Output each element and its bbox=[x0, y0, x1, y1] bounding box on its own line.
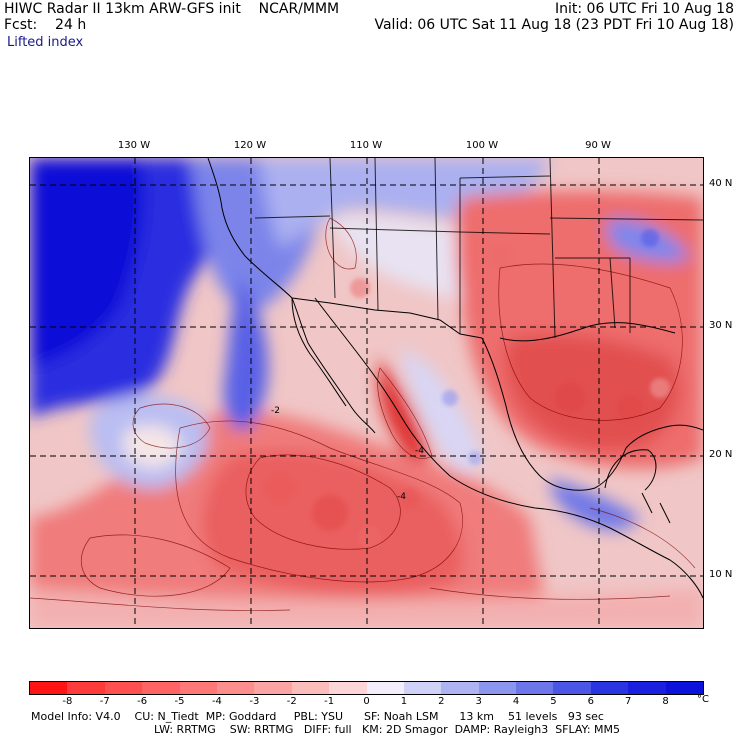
colorbar-segment bbox=[30, 682, 68, 694]
colorbar-segment bbox=[478, 682, 517, 694]
colorbar-tick-label: -7 bbox=[99, 696, 110, 707]
model-info-line2: LW: RRTMG SW: RRTMG DIFF: full KM: 2D Sm… bbox=[154, 723, 620, 736]
longitude-label-90w: 90 W bbox=[585, 140, 611, 151]
colorbar-tick-label: -3 bbox=[249, 696, 260, 707]
header-valid-time: Valid: 06 UTC Sat 11 Aug 18 (23 PDT Fri … bbox=[374, 17, 734, 33]
colorbar-tick-label: 6 bbox=[587, 696, 595, 707]
colorbar-segment bbox=[291, 682, 330, 694]
colorbar-segment bbox=[403, 682, 442, 694]
colorbar-tick-label: 8 bbox=[662, 696, 669, 707]
colorbar-segment bbox=[329, 682, 367, 694]
colorbar-segment bbox=[553, 682, 591, 694]
colorbar-tick-label: 1 bbox=[400, 696, 408, 707]
latitude-label-30n: 30 N bbox=[709, 320, 733, 331]
latitude-label-40n: 40 N bbox=[709, 178, 733, 189]
latitude-label-20n: 20 N bbox=[709, 449, 733, 460]
colorbar-tick-label: 3 bbox=[475, 696, 482, 707]
coastlines bbox=[207, 158, 703, 599]
colorbar-tick-label: 7 bbox=[625, 696, 632, 707]
colorbar-segment bbox=[104, 682, 143, 694]
colorbar-segment bbox=[142, 682, 180, 694]
colorbar-segment bbox=[366, 682, 404, 694]
colorbar-tick-label: 2 bbox=[438, 696, 445, 707]
colorbar-segment bbox=[179, 682, 217, 694]
header-init-time: Init: 06 UTC Fri 10 Aug 18 bbox=[554, 1, 734, 17]
contour-label: -2 bbox=[271, 406, 280, 416]
longitude-label-100w: 100 W bbox=[465, 140, 499, 151]
colorbar-segment bbox=[516, 682, 554, 694]
contour-label: -4 bbox=[415, 446, 424, 456]
header-model-title: HIWC Radar II 13km ARW-GFS init NCAR/MMM bbox=[4, 1, 340, 17]
longitude-label-110w: 110 W bbox=[349, 140, 383, 151]
colorbar bbox=[29, 681, 704, 695]
colorbar-tick-label: 0 bbox=[363, 696, 370, 707]
longitude-label-120w: 120 W bbox=[233, 140, 267, 151]
colorbar-tick-label: -6 bbox=[137, 696, 148, 707]
colorbar-tick-label: -8 bbox=[62, 696, 73, 707]
colorbar-unit: °C bbox=[697, 694, 709, 705]
colorbar-segment bbox=[254, 682, 292, 694]
colorbar-tick-label: -2 bbox=[286, 696, 297, 707]
colorbar-segment bbox=[628, 682, 666, 694]
header-forecast-hour: Fcst: 24 h bbox=[4, 17, 87, 33]
colorbar-tick-label: 4 bbox=[512, 696, 520, 707]
colorbar-segment bbox=[67, 682, 105, 694]
field-label: Lifted index bbox=[7, 35, 84, 50]
contour-label: -4 bbox=[397, 492, 406, 502]
colorbar-tick-label: -1 bbox=[324, 696, 335, 707]
contour-lines bbox=[30, 217, 696, 611]
longitude-label-130w: 130 W bbox=[117, 140, 151, 151]
map-canvas: -2 -4 -4 bbox=[30, 158, 703, 628]
colorbar-tick-label: -4 bbox=[211, 696, 222, 707]
lifted-index-map: -2 -4 -4 bbox=[29, 157, 704, 629]
colorbar-segment bbox=[216, 682, 255, 694]
model-info-line1: Model Info: V4.0 CU: N_Tiedt MP: Goddard… bbox=[31, 710, 604, 723]
texture-layer bbox=[266, 229, 670, 550]
colorbar-tick-label: 5 bbox=[550, 696, 557, 707]
colorbar-segment bbox=[590, 682, 629, 694]
lat-lon-grid bbox=[30, 158, 703, 628]
colorbar-segment bbox=[665, 682, 704, 694]
latitude-label-10n: 10 N bbox=[709, 569, 733, 580]
colorbar-tick-label: -5 bbox=[174, 696, 185, 707]
colorbar-segment bbox=[441, 682, 479, 694]
